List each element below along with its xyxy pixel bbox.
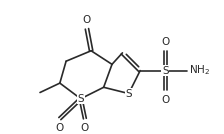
Text: O: O — [161, 37, 169, 47]
Text: NH$_2$: NH$_2$ — [189, 64, 210, 77]
Text: S: S — [125, 89, 132, 98]
Text: S: S — [77, 94, 84, 104]
Text: S: S — [162, 66, 168, 76]
Text: O: O — [83, 15, 91, 25]
Text: O: O — [56, 123, 64, 133]
Text: O: O — [81, 123, 89, 133]
Text: O: O — [161, 95, 169, 105]
